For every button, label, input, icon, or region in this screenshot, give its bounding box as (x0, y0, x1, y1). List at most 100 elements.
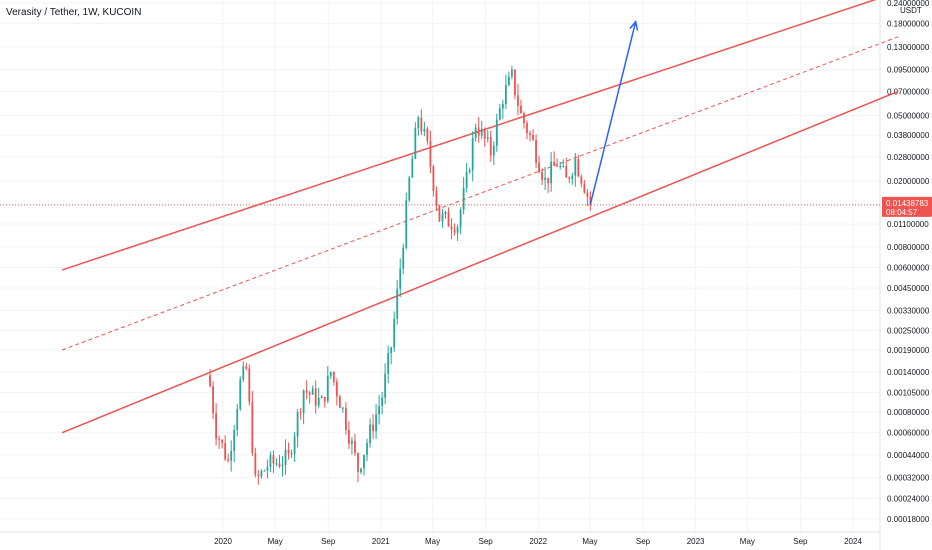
candle-body (447, 211, 450, 227)
candle-body (387, 353, 390, 374)
time-tick-label: 2020 (214, 537, 232, 546)
candle-body (501, 103, 504, 109)
candle-body (360, 468, 362, 473)
candle-body (420, 117, 423, 132)
candle-body (335, 381, 338, 397)
candle-body (344, 407, 347, 430)
channel-line-lower (61, 90, 899, 434)
candle-body (269, 455, 272, 468)
candle-body (492, 145, 495, 156)
candle-body (526, 123, 528, 134)
price-tick-label: 0.00450000 (887, 284, 930, 293)
price-tick-label: 0.18000000 (887, 20, 930, 29)
candle-body (507, 76, 510, 86)
price-tick-label: 0.00800000 (887, 243, 930, 252)
candle-body (444, 211, 447, 215)
candle-body (399, 268, 402, 289)
candle-body (305, 390, 308, 393)
candle-body (209, 375, 211, 387)
candle-body (287, 449, 290, 454)
candle-body (523, 113, 525, 124)
candle-body (438, 205, 441, 222)
candle-body (417, 117, 420, 129)
candle-body (369, 424, 371, 444)
candle-body (357, 453, 359, 473)
time-tick-label: 2021 (372, 537, 390, 546)
candle-body (332, 372, 335, 382)
candle-body (550, 161, 553, 184)
price-tick-label: 0.02800000 (887, 153, 930, 162)
candle-body (459, 209, 462, 228)
candle-body (221, 439, 224, 443)
candle-body (375, 414, 377, 432)
candle-body (583, 183, 586, 193)
candle-body (450, 226, 453, 230)
candle-body (538, 162, 540, 173)
price-tick-label: 0.00032000 (887, 474, 930, 483)
price-tick-label: 0.00024000 (887, 494, 930, 503)
candle-body (254, 453, 257, 475)
candle-body (245, 366, 248, 369)
price-tick-label: 0.00600000 (887, 264, 930, 273)
candle-body (218, 438, 221, 440)
candle-body (338, 396, 341, 408)
candle-body (441, 214, 444, 222)
candle-body (396, 288, 399, 319)
candle-body (532, 134, 534, 140)
candle-body (317, 397, 320, 406)
price-tick-label: 0.05000000 (887, 111, 930, 120)
last-price-countdown: 08:04:57 (886, 208, 918, 217)
candle-body (281, 464, 284, 467)
price-tick-label: 0.00140000 (887, 368, 930, 377)
candle-body (435, 190, 438, 206)
candle-body (242, 366, 245, 380)
candle-body (384, 373, 387, 398)
candle-body (363, 454, 365, 469)
time-tick-label: Sep (793, 537, 808, 546)
candle-body (236, 408, 239, 430)
candle-body (453, 229, 456, 233)
candle-body (227, 459, 230, 461)
candle-body (541, 172, 544, 180)
price-tick-label: 0.09500000 (887, 65, 930, 74)
candle-body (405, 200, 408, 248)
candle-body (498, 108, 501, 120)
candle-body (290, 453, 293, 455)
candle-body (580, 176, 583, 184)
candle-body (547, 177, 550, 184)
candle-body (574, 159, 577, 176)
candle-body (408, 177, 411, 201)
price-tick-label: 0.02000000 (887, 177, 930, 186)
candle-body (284, 449, 287, 465)
candle-body (586, 192, 589, 197)
channel-line-upper (61, 0, 877, 271)
candle-body (520, 105, 522, 114)
time-tick-label: Sep (636, 537, 651, 546)
candle-body (480, 128, 483, 136)
candle-body (562, 165, 565, 167)
candle-body (314, 388, 317, 406)
candle-body (414, 128, 417, 159)
candle-body (230, 451, 233, 461)
candle-body (483, 128, 486, 139)
projection-arrowhead (629, 19, 639, 31)
candle-body (465, 172, 468, 188)
candle-body (378, 406, 381, 415)
price-tick-label: 0.00105000 (887, 389, 930, 398)
candle-body (426, 128, 429, 141)
candle-body (411, 158, 414, 178)
candle-body (489, 137, 492, 156)
currency-label: USDT (900, 6, 922, 15)
candle-body (471, 137, 474, 171)
candle-body (233, 429, 236, 452)
time-tick-label: 2024 (844, 537, 862, 546)
candle-body (272, 455, 275, 464)
candle-body (212, 386, 214, 414)
time-tick-label: May (740, 537, 755, 546)
price-tick-label: 0.00330000 (887, 306, 930, 315)
candle-body (329, 372, 332, 376)
price-tick-label: 0.07000000 (887, 87, 930, 96)
candle-body (354, 440, 356, 454)
candle-body (266, 467, 269, 471)
